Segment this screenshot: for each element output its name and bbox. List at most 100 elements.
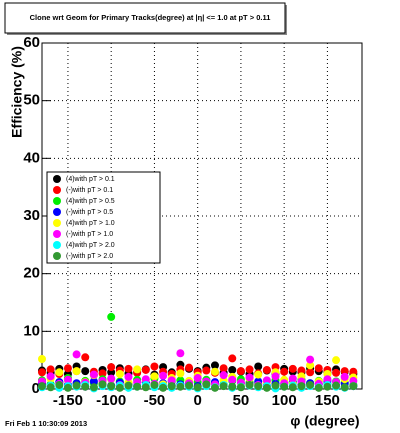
data-point <box>340 372 349 381</box>
data-point <box>219 364 228 373</box>
data-point <box>349 382 358 391</box>
data-point <box>323 375 332 384</box>
legend-marker <box>53 219 61 227</box>
data-point <box>81 367 90 376</box>
data-point <box>228 375 237 384</box>
data-point <box>159 371 168 380</box>
data-point <box>236 367 245 376</box>
data-point <box>107 382 116 391</box>
legend-label: (4)with pT > 1.0 <box>66 220 115 227</box>
data-point <box>63 375 72 384</box>
data-point <box>55 368 64 377</box>
data-point <box>297 382 306 391</box>
y-tick-label: 0 <box>32 380 40 397</box>
data-point <box>245 380 254 389</box>
legend-label: (4)with pT > 0.1 <box>66 176 115 183</box>
data-point <box>72 350 81 359</box>
data-point <box>306 361 315 370</box>
data-point <box>38 355 46 364</box>
plot-area: 0 10 20 30 40 50 60 -150 -100 -50 0 50 100 150 (4)with… <box>23 34 363 409</box>
legend-label: (-)with pT > 0.5 <box>66 209 113 216</box>
chart-title: Clone wrt Geom for Primary Tracks(degree… <box>30 13 271 22</box>
data-point <box>81 382 90 391</box>
data-point <box>107 374 116 383</box>
legend-label: (-)with pT > 2.0 <box>66 253 113 260</box>
data-point <box>254 382 263 391</box>
data-point <box>46 365 55 374</box>
data-point <box>332 368 341 377</box>
legend-marker <box>53 208 61 216</box>
data-point <box>46 383 55 392</box>
data-point <box>349 367 358 376</box>
data-point <box>133 382 142 391</box>
data-point <box>63 383 72 392</box>
data-point <box>124 364 133 373</box>
data-point <box>115 370 124 379</box>
data-point <box>288 374 297 383</box>
data-point <box>271 372 280 381</box>
data-point <box>245 365 254 374</box>
legend-marker <box>53 175 61 183</box>
legend-label: (-)with pT > 0.1 <box>66 187 113 194</box>
data-point <box>141 375 150 384</box>
data-point <box>228 354 237 363</box>
legend-label: (4)with pT > 2.0 <box>66 242 115 249</box>
data-point <box>124 381 133 390</box>
x-axis-label: φ (degree) <box>290 413 359 429</box>
legend-box <box>46 171 161 264</box>
data-point <box>202 380 211 389</box>
data-point <box>98 380 107 389</box>
data-point <box>245 373 254 382</box>
y-tick-label: 20 <box>23 265 40 282</box>
x-tick-label: -150 <box>53 392 83 409</box>
data-point <box>228 365 237 374</box>
legend-marker <box>53 186 61 194</box>
data-point <box>288 383 297 392</box>
y-tick-label: 60 <box>23 34 40 51</box>
x-tick-label: 150 <box>315 392 340 409</box>
data-point <box>89 383 98 392</box>
data-point <box>46 372 55 381</box>
y-tick-label: 40 <box>23 149 40 166</box>
data-point <box>107 312 116 321</box>
data-point <box>288 364 297 373</box>
data-point <box>332 381 341 390</box>
data-point <box>306 380 315 389</box>
data-point <box>141 383 150 392</box>
y-axis-label: Efficiency (%) <box>9 46 25 138</box>
data-point <box>193 374 202 383</box>
data-point <box>159 383 168 392</box>
data-point <box>63 364 72 373</box>
data-point <box>150 362 159 371</box>
data-point <box>262 376 271 385</box>
data-point <box>219 371 228 380</box>
data-point <box>262 365 271 374</box>
data-point <box>167 382 176 391</box>
x-tick-label: 50 <box>233 392 250 409</box>
legend-label: (4)with pT > 0.5 <box>66 198 115 205</box>
data-point <box>185 363 194 372</box>
legend-marker <box>53 230 61 238</box>
x-tick-label: 100 <box>272 392 297 409</box>
data-point <box>115 383 124 392</box>
legend-marker <box>53 197 61 205</box>
title-box <box>4 2 286 34</box>
data-point <box>314 364 323 373</box>
y-tick-label: 10 <box>23 322 40 339</box>
data-point <box>280 382 289 391</box>
x-tick-label: -50 <box>144 392 166 409</box>
legend-label: (-)with pT > 1.0 <box>66 231 113 238</box>
data-point <box>280 367 289 376</box>
data-point <box>89 377 98 386</box>
data-point <box>219 382 228 391</box>
data-point <box>150 372 159 381</box>
data-point <box>124 372 133 381</box>
data-point <box>332 356 341 365</box>
data-point <box>202 366 211 375</box>
data-point <box>167 376 176 385</box>
data-point <box>210 383 219 392</box>
data-point <box>81 353 90 362</box>
x-tick-label: 0 <box>194 392 202 409</box>
data-point <box>176 382 185 391</box>
data-point <box>98 369 107 378</box>
